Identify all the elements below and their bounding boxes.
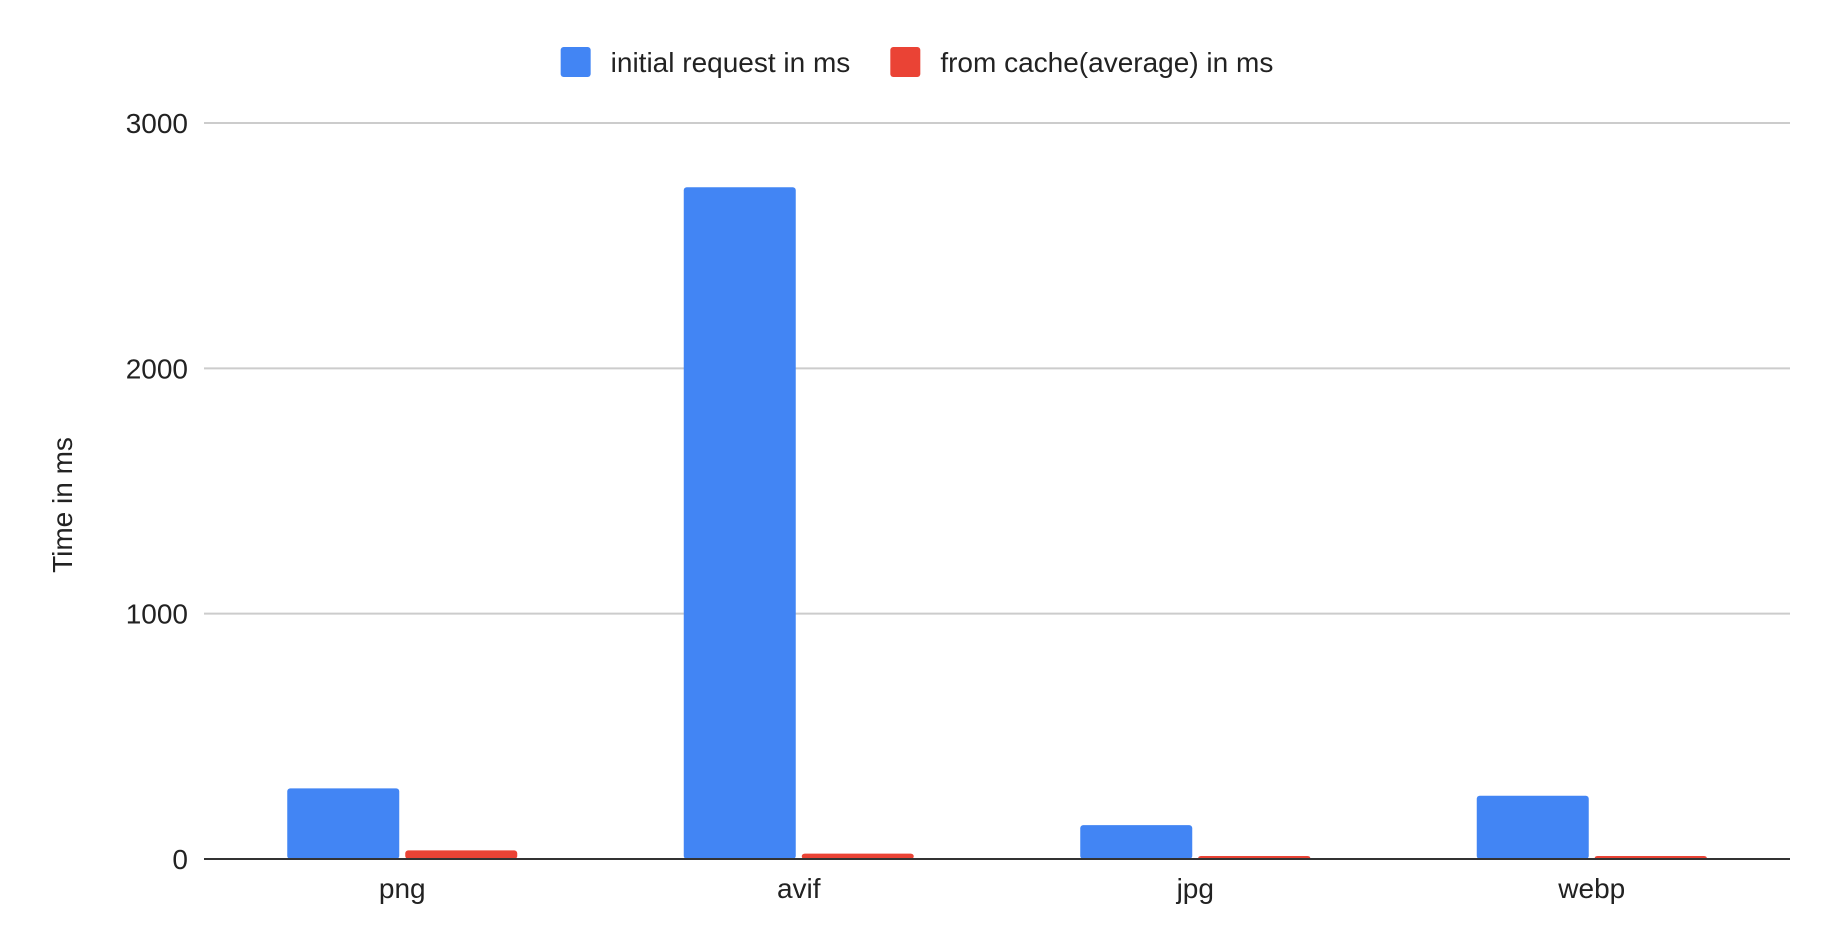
legend-label: initial request in ms xyxy=(611,47,851,78)
y-tick-label: 1000 xyxy=(126,599,188,630)
legend-label: from cache(average) in ms xyxy=(940,47,1273,78)
y-axis-ticks: 0 1000 2000 3000 xyxy=(126,108,188,875)
x-tick-label: jpg xyxy=(1176,873,1214,904)
bars xyxy=(287,187,1707,859)
x-tick-label: webp xyxy=(1557,873,1625,904)
gridlines xyxy=(204,122,1790,615)
legend: initial request in ms from cache(average)… xyxy=(560,47,1273,78)
y-tick-label: 2000 xyxy=(126,353,188,384)
bar-png-series-2 xyxy=(405,850,518,859)
legend-swatch xyxy=(890,47,921,77)
bar-jpg-series-1 xyxy=(1080,825,1193,859)
bar-avif-series-2 xyxy=(801,853,914,859)
legend-swatch xyxy=(560,47,591,77)
x-tick-label: avif xyxy=(777,873,821,904)
x-axis-labels: png avif jpg webp xyxy=(379,873,1625,904)
x-tick-label: png xyxy=(379,873,426,904)
y-tick-label: 0 xyxy=(172,844,188,875)
bar-webp-series-1 xyxy=(1476,795,1589,859)
bar-avif-series-1 xyxy=(683,187,796,859)
y-axis-title: Time in ms xyxy=(47,437,78,573)
bar-png-series-1 xyxy=(287,788,400,859)
y-tick-label: 3000 xyxy=(126,108,188,139)
